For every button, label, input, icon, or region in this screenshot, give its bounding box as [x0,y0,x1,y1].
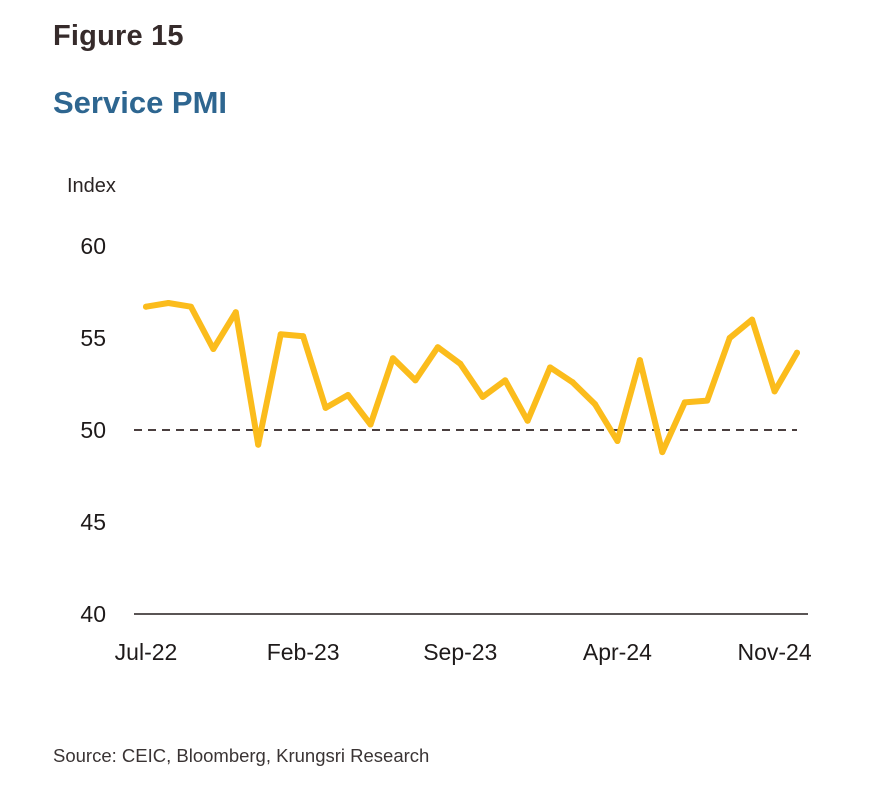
x-tick-label: Apr-24 [583,639,652,665]
data-point-jun-23 [389,355,396,362]
x-tick-label: Nov-24 [737,639,811,665]
data-point-sep-22 [187,303,194,310]
source-note: Source: CEIC, Bloomberg, Krungsri Resear… [53,745,430,766]
data-point-jan-23 [277,331,284,338]
data-point-feb-24 [569,379,576,386]
data-points [143,300,800,456]
data-point-nov-23 [502,377,509,384]
figure-label: Figure 15 [53,20,184,52]
data-point-jul-24 [681,399,688,406]
data-point-oct-23 [479,393,486,400]
chart-title: Service PMI [53,85,228,120]
x-tick-label: Feb-23 [267,639,340,665]
series-line-service-pmi [143,300,800,456]
data-point-aug-23 [434,344,441,351]
data-point-oct-24 [749,316,756,323]
data-point-nov-22 [232,309,239,316]
data-point-may-23 [367,421,374,428]
data-point-dec-23 [524,417,531,424]
data-point-mar-23 [322,404,329,411]
data-point-feb-23 [300,333,307,340]
x-tick-label: Sep-23 [423,639,497,665]
data-point-mar-24 [591,401,598,408]
y-tick-label: 45 [80,509,106,535]
y-tick-labels: 40 45 50 55 60 [80,233,106,627]
x-tick-labels: Jul-22 Feb-23 Sep-23 Apr-24 Nov-24 [115,639,812,665]
data-point-may-24 [636,357,643,364]
data-point-aug-24 [704,397,711,404]
data-point-aug-22 [165,300,172,307]
data-point-dec-24 [794,349,800,356]
data-point-sep-24 [726,335,733,341]
y-tick-label: 55 [80,325,106,351]
x-tick-label: Jul-22 [115,639,178,665]
data-point-jul-23 [412,377,419,384]
y-axis-label: Index [67,175,116,197]
data-point-apr-24 [614,438,621,445]
data-point-jan-24 [547,364,554,371]
data-point-oct-22 [210,346,217,353]
data-point-nov-24 [771,388,778,395]
y-tick-label: 60 [80,233,106,259]
data-point-jul-22 [143,303,149,310]
data-point-jun-24 [659,449,666,456]
y-tick-label: 50 [80,417,106,443]
data-point-sep-23 [457,360,464,367]
data-point-apr-23 [345,392,352,399]
y-tick-label: 40 [80,601,106,627]
data-point-dec-22 [255,441,262,448]
